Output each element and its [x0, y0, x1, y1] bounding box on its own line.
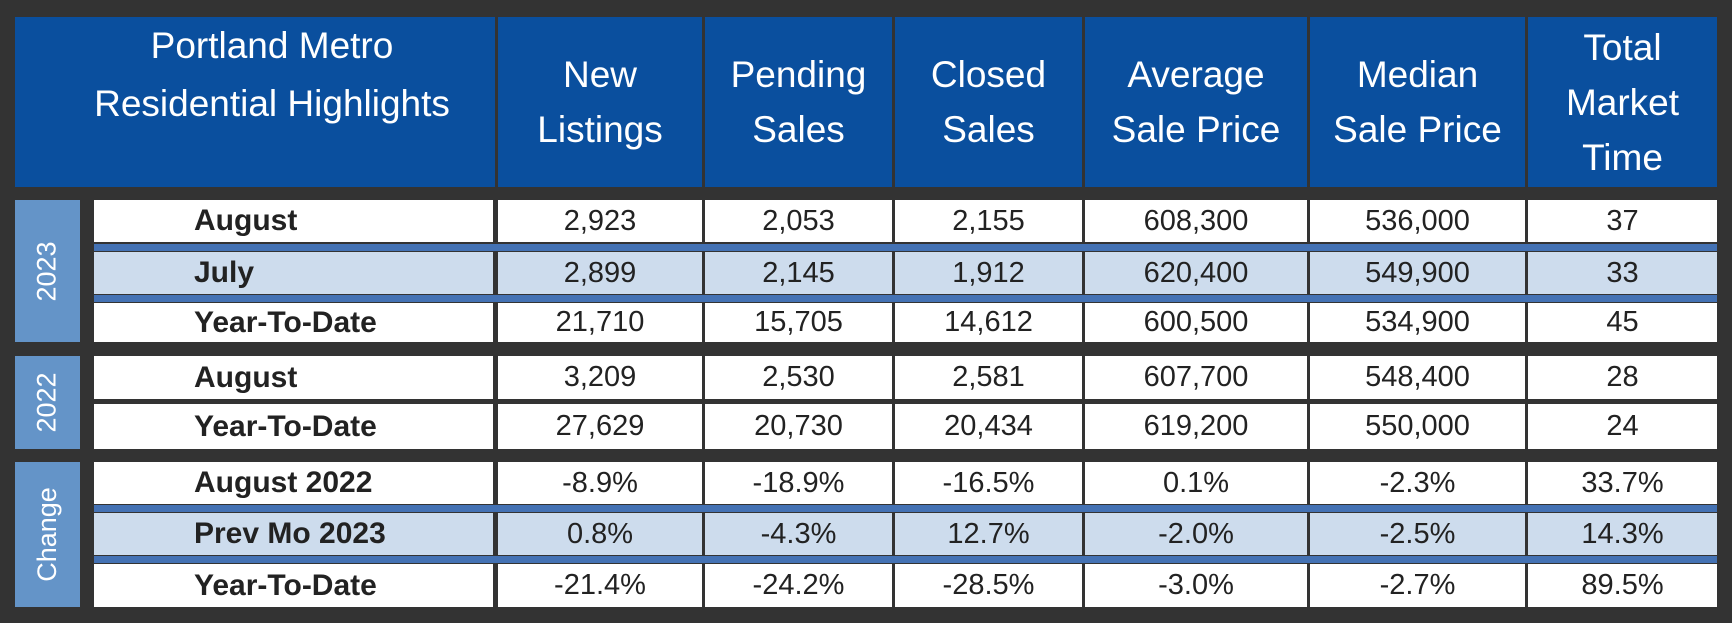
col-header-new-listings: New Listings	[498, 17, 702, 187]
table-cell: -2.7%	[1310, 564, 1525, 607]
table-cell: -16.5%	[895, 462, 1082, 504]
table-cell: 534,900	[1310, 303, 1525, 342]
table-cell: -24.2%	[705, 564, 892, 607]
table-cell: 2,053	[705, 200, 892, 242]
table-cell: 619,200	[1085, 404, 1307, 449]
group-label-change: Change	[15, 462, 80, 607]
row-separator	[94, 505, 1717, 512]
row-separator	[94, 556, 1717, 563]
table-title: Portland Metro Residential Highlights	[15, 17, 495, 187]
table-cell: -3.0%	[1085, 564, 1307, 607]
table-cell: 20,730	[705, 404, 892, 449]
table-cell: 33.7%	[1528, 462, 1717, 504]
table-cell: -18.9%	[705, 462, 892, 504]
table-cell: 600,500	[1085, 303, 1307, 342]
row-label: August	[94, 356, 493, 399]
row-label: August 2022	[94, 462, 493, 504]
group-label-2022: 2022	[15, 356, 80, 449]
table-cell: 548,400	[1310, 356, 1525, 399]
table-cell: 45	[1528, 303, 1717, 342]
table-cell: 549,900	[1310, 252, 1525, 294]
row-separator	[94, 295, 1717, 302]
table-cell: 2,155	[895, 200, 1082, 242]
table-cell: 2,145	[705, 252, 892, 294]
col-header-median-sale-price: Median Sale Price	[1310, 17, 1525, 187]
row-label: Year-To-Date	[94, 404, 493, 449]
table-title-line-1: Portland Metro	[150, 25, 394, 66]
table-cell: 1,912	[895, 252, 1082, 294]
table-cell: 536,000	[1310, 200, 1525, 242]
table-cell: 24	[1528, 404, 1717, 449]
row-label: Year-To-Date	[94, 564, 493, 607]
table-cell: 550,000	[1310, 404, 1525, 449]
table-cell: 608,300	[1085, 200, 1307, 242]
table-cell: 0.8%	[498, 513, 702, 555]
col-header-closed-sales: Closed Sales	[895, 17, 1082, 187]
table-cell: 2,530	[705, 356, 892, 399]
table-cell: -21.4%	[498, 564, 702, 607]
table-cell: -2.0%	[1085, 513, 1307, 555]
table-cell: 15,705	[705, 303, 892, 342]
table-cell: 3,209	[498, 356, 702, 399]
table-cell: 620,400	[1085, 252, 1307, 294]
table-cell: -4.3%	[705, 513, 892, 555]
col-header-total-market-time: Total Market Time	[1528, 17, 1717, 187]
table-cell: 12.7%	[895, 513, 1082, 555]
col-header-average-sale-price: Average Sale Price	[1085, 17, 1307, 187]
table-cell: 20,434	[895, 404, 1082, 449]
table-cell: 21,710	[498, 303, 702, 342]
table-title-line-2: Residential Highlights	[94, 83, 450, 124]
row-separator	[94, 244, 1717, 251]
table-cell: 37	[1528, 200, 1717, 242]
table-cell: 0.1%	[1085, 462, 1307, 504]
table-cell: 2,899	[498, 252, 702, 294]
table-cell: -2.3%	[1310, 462, 1525, 504]
table-cell: 607,700	[1085, 356, 1307, 399]
table-cell: 14,612	[895, 303, 1082, 342]
table-cell: 89.5%	[1528, 564, 1717, 607]
table-cell: -8.9%	[498, 462, 702, 504]
table-cell: 2,581	[895, 356, 1082, 399]
group-label-2023: 2023	[15, 200, 80, 342]
row-label: August	[94, 200, 493, 242]
row-label: July	[94, 252, 493, 294]
col-header-pending-sales: Pending Sales	[705, 17, 892, 187]
table-cell: 14.3%	[1528, 513, 1717, 555]
table-cell: 2,923	[498, 200, 702, 242]
table-cell: -2.5%	[1310, 513, 1525, 555]
row-label: Prev Mo 2023	[94, 513, 493, 555]
table-cell: 28	[1528, 356, 1717, 399]
table-cell: 33	[1528, 252, 1717, 294]
table-cell: 27,629	[498, 404, 702, 449]
row-label: Year-To-Date	[94, 303, 493, 342]
table-cell: -28.5%	[895, 564, 1082, 607]
